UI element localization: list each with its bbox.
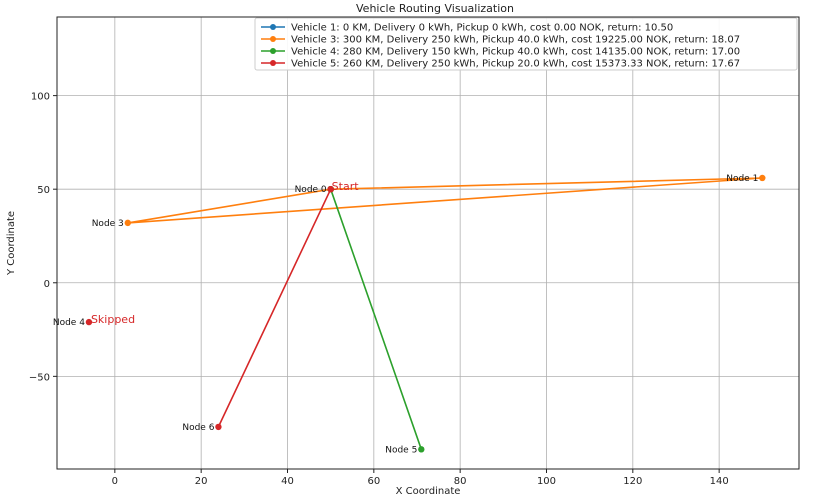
legend-label: Vehicle 4: 280 KM, Delivery 150 kWh, Pic…	[291, 47, 740, 58]
x-axis-ticks: 0 20 40 60 80 100 120 140	[112, 469, 729, 487]
node-label: Node 6	[182, 423, 214, 433]
node-label: Node 3	[92, 219, 124, 229]
route-point	[327, 185, 334, 193]
y-tick-label: −50	[29, 372, 50, 383]
y-axis-label: Y Coordinate	[6, 211, 17, 276]
legend-entry: Vehicle 1: 0 KM, Delivery 0 kWh, Pickup …	[261, 23, 673, 34]
node-labels: Node 0 Node 1 Node 3 Node 4 Node 5 Node 6	[53, 174, 758, 455]
x-tick-label: 80	[454, 476, 467, 487]
legend-marker	[270, 24, 276, 30]
route-line	[217, 188, 332, 428]
legend: Vehicle 1: 0 KM, Delivery 0 kWh, Pickup …	[254, 17, 798, 71]
x-tick-label: 40	[281, 476, 294, 487]
plot-frame	[56, 16, 800, 470]
node-label: Node 4	[53, 318, 85, 328]
annotations: Start Skipped	[91, 180, 359, 326]
legend-entry: Vehicle 4: 280 KM, Delivery 150 kWh, Pic…	[261, 47, 740, 58]
x-tick-label: 120	[623, 476, 642, 487]
route-vehicle-2	[124, 174, 766, 227]
route-point	[124, 219, 131, 227]
x-axis-label: X Coordinate	[396, 486, 461, 497]
x-tick-label: 60	[367, 476, 380, 487]
route-point	[215, 423, 222, 431]
legend-marker	[270, 48, 276, 54]
skipped-node-marker	[85, 318, 93, 326]
annotation-start: Start	[332, 180, 360, 193]
route-line	[329, 188, 423, 450]
route-line	[127, 177, 763, 224]
legend-label: Vehicle 3: 300 KM, Delivery 250 kWh, Pic…	[291, 35, 740, 46]
x-tick-label: 140	[710, 476, 729, 487]
route-vehicle-3	[327, 185, 425, 453]
routes	[85, 174, 766, 453]
y-tick-label: 0	[44, 279, 50, 290]
node-label: Node 1	[726, 174, 758, 184]
x-tick-label: 20	[195, 476, 208, 487]
y-axis-ticks: −50 0 50 100	[29, 92, 57, 383]
chart-title: Vehicle Routing Visualization	[356, 2, 514, 15]
node-label: Node 0	[295, 185, 327, 195]
route-vehicle-4	[215, 185, 334, 431]
route-point	[759, 174, 766, 182]
annotation-skipped: Skipped	[91, 313, 135, 326]
grid	[57, 17, 799, 469]
y-tick-label: 50	[37, 185, 50, 196]
x-tick-label: 100	[537, 476, 556, 487]
y-tick-label: 100	[31, 92, 50, 103]
legend-box	[254, 17, 798, 71]
legend-entry: Vehicle 3: 300 KM, Delivery 250 kWh, Pic…	[261, 35, 740, 46]
x-tick-label: 0	[112, 476, 118, 487]
legend-entry: Vehicle 5: 260 KM, Delivery 250 kWh, Pic…	[261, 59, 740, 70]
route-point	[418, 446, 425, 453]
legend-label: Vehicle 1: 0 KM, Delivery 0 kWh, Pickup …	[291, 23, 673, 34]
legend-label: Vehicle 5: 260 KM, Delivery 250 kWh, Pic…	[291, 59, 740, 70]
legend-marker	[270, 36, 276, 42]
node-label: Node 5	[385, 445, 417, 455]
legend-marker	[270, 60, 276, 66]
